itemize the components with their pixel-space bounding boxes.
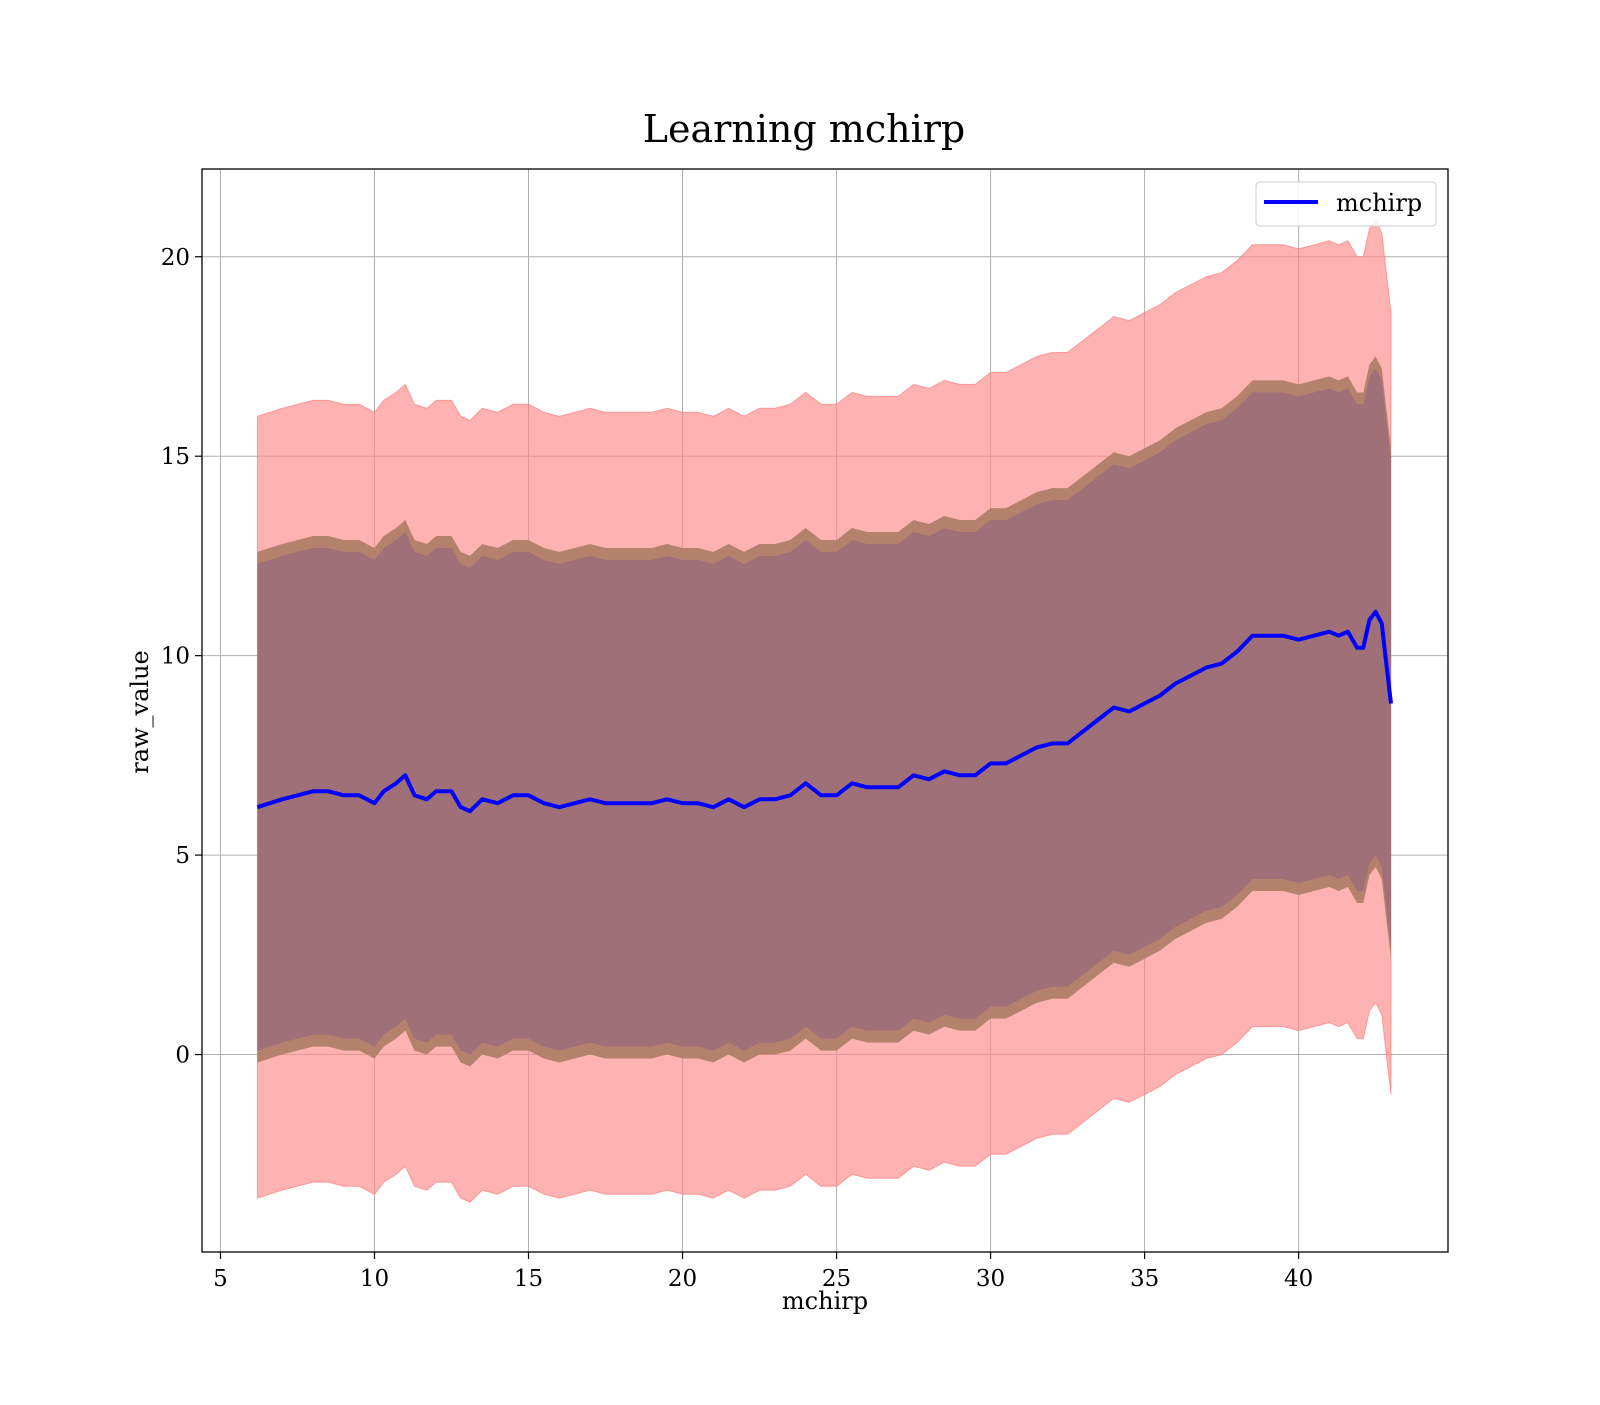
band-layer <box>256 219 1392 1203</box>
legend: mchirp <box>1255 181 1437 227</box>
x-tick-label: 40 <box>1284 1266 1313 1292</box>
y-tick-label: 5 <box>175 843 190 869</box>
plot-frame <box>201 168 1449 1253</box>
y-axis-ticks: 0 5 10 15 20 <box>161 245 202 1069</box>
line-layer <box>256 609 1393 814</box>
inner-confidence-band <box>257 368 1391 1055</box>
series-line-mchirp <box>256 609 1393 814</box>
x-tick-label: 20 <box>668 1266 697 1292</box>
x-tick-label: 30 <box>976 1266 1005 1292</box>
y-tick-label: 20 <box>161 245 190 271</box>
x-tick-label: 35 <box>1130 1266 1159 1292</box>
legend-label-mchirp: mchirp <box>1336 189 1422 217</box>
y-tick-label: 0 <box>175 1043 190 1069</box>
y-tick-label: 10 <box>161 644 190 670</box>
y-tick-label: 15 <box>161 444 190 470</box>
x-tick-label: 25 <box>822 1266 851 1292</box>
x-tick-label: 15 <box>514 1266 543 1292</box>
x-tick-label: 10 <box>360 1266 389 1292</box>
chart-title: Learning mchirp <box>643 107 965 151</box>
y-axis-label: raw_value <box>126 650 154 774</box>
x-axis-label: mchirp <box>782 1287 868 1315</box>
legend-box <box>1255 181 1437 227</box>
x-axis-ticks: 5 10 15 20 25 30 35 40 <box>213 1252 1313 1292</box>
x-tick-label: 5 <box>213 1266 228 1292</box>
